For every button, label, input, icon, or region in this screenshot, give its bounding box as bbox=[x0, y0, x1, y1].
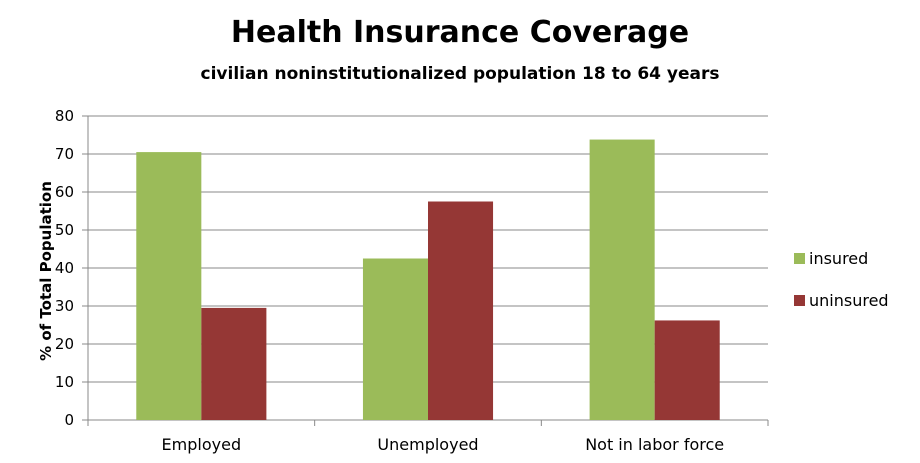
bars bbox=[136, 139, 720, 420]
x-category-label: Not in labor force bbox=[585, 435, 724, 454]
y-tick-label: 60 bbox=[55, 183, 74, 201]
y-tick-label: 0 bbox=[64, 411, 74, 429]
legend-swatch-uninsured bbox=[794, 295, 805, 306]
bar-insured bbox=[589, 139, 655, 420]
x-category-label: Unemployed bbox=[377, 435, 478, 454]
legend-swatch-insured bbox=[794, 253, 805, 264]
y-tick-label: 70 bbox=[55, 145, 74, 163]
chart-subtitle: civilian noninstitutionalized population… bbox=[201, 64, 720, 84]
y-tick-label: 50 bbox=[55, 221, 74, 239]
y-tick-label: 40 bbox=[55, 259, 74, 277]
legend: insured uninsured bbox=[794, 249, 889, 310]
y-tick-label: 30 bbox=[55, 297, 74, 315]
bar-uninsured bbox=[428, 201, 494, 420]
bar-uninsured bbox=[201, 307, 267, 420]
y-axis-title: % of Total Population bbox=[37, 181, 55, 361]
x-category-label: Employed bbox=[162, 435, 242, 454]
legend-label-insured: insured bbox=[809, 249, 868, 268]
y-tick-label: 20 bbox=[55, 335, 74, 353]
bar-insured bbox=[362, 258, 428, 420]
bar-insured bbox=[136, 152, 202, 420]
bar-uninsured bbox=[654, 320, 720, 420]
y-tick-label: 80 bbox=[55, 107, 74, 125]
chart-title: Health Insurance Coverage bbox=[231, 15, 689, 50]
y-tick-label: 10 bbox=[55, 373, 74, 391]
legend-label-uninsured: uninsured bbox=[809, 291, 889, 310]
